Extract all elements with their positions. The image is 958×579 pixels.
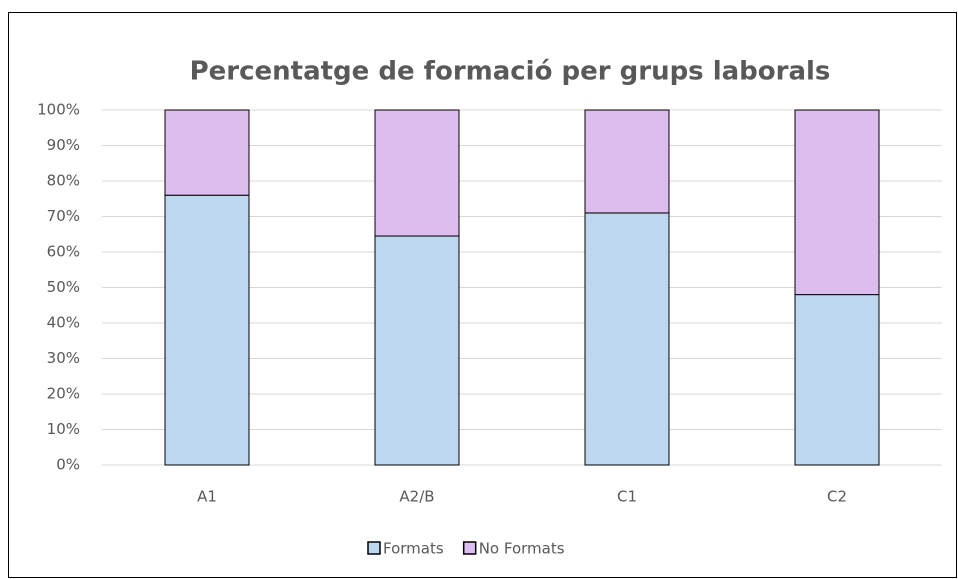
x-tick-label: C1 (617, 488, 637, 506)
y-tick-label: 90% (47, 136, 80, 154)
y-tick-label: 100% (37, 101, 80, 119)
bar-segment (794, 294, 880, 466)
chart-title: Percentatge de formació per grups labora… (190, 57, 831, 87)
y-tick-label: 20% (47, 385, 80, 403)
y-tick-label: 10% (47, 420, 80, 438)
bar-segment (164, 194, 250, 466)
legend-label: No Formats (479, 540, 565, 558)
y-tick-label: 70% (47, 207, 80, 225)
y-tick-label: 60% (47, 243, 80, 261)
legend-swatch (462, 541, 477, 555)
legend-swatch (367, 541, 381, 555)
bar-segment (794, 109, 880, 296)
bar-segment (164, 109, 250, 196)
bar-segment (374, 235, 460, 466)
y-tick-label: 50% (47, 278, 80, 296)
bar-segment (584, 212, 670, 466)
x-tick-label: A1 (197, 488, 217, 506)
y-tick-label: 30% (47, 349, 80, 367)
y-tick-label: 80% (47, 172, 80, 190)
bar-segment (374, 109, 460, 237)
legend-label: Formats (383, 540, 444, 558)
y-tick-label: 0% (56, 456, 80, 474)
x-tick-label: A2/B (399, 488, 434, 506)
bar-segment (584, 109, 670, 214)
y-tick-label: 40% (47, 314, 80, 332)
x-tick-label: C2 (827, 488, 847, 506)
